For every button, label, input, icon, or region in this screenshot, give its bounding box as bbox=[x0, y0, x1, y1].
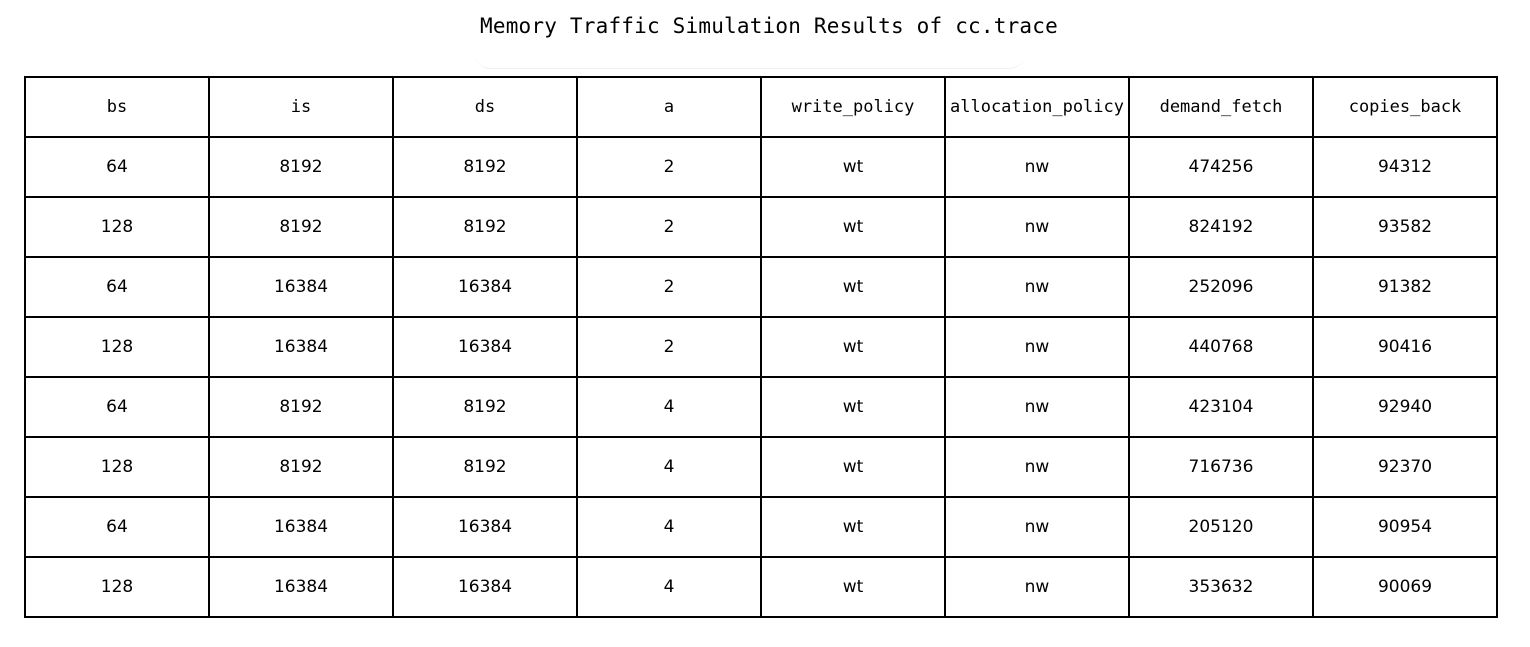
table-cell-is: 8192 bbox=[208, 196, 394, 258]
table-cell-demand-fetch: 716736 bbox=[1128, 436, 1314, 498]
table-cell-is: 16384 bbox=[208, 316, 394, 378]
table-row: 128 8192 8192 4 wt nw 716736 92370 bbox=[24, 436, 1498, 498]
table-cell-write-policy: wt bbox=[760, 556, 946, 618]
table-cell-write-policy: wt bbox=[760, 436, 946, 498]
table-cell-write-policy: wt bbox=[760, 376, 946, 438]
table-cell-copies-back: 90069 bbox=[1312, 556, 1498, 618]
title-underline-decoration bbox=[474, 52, 1026, 69]
table-cell-copies-back: 94312 bbox=[1312, 136, 1498, 198]
table-cell-a: 2 bbox=[576, 316, 762, 378]
column-header-ds: ds bbox=[392, 76, 578, 138]
column-header-copies-back: copies_back bbox=[1312, 76, 1498, 138]
table-cell-allocation-policy: nw bbox=[944, 436, 1130, 498]
table-cell-ds: 16384 bbox=[392, 256, 578, 318]
table-row: 128 16384 16384 4 wt nw 353632 90069 bbox=[24, 556, 1498, 618]
table-row: 128 8192 8192 2 wt nw 824192 93582 bbox=[24, 196, 1498, 258]
table-body: 64 8192 8192 2 wt nw 474256 94312 128 8192 8192 2 wt… bbox=[24, 136, 1498, 618]
table-row: 64 16384 16384 4 wt nw 205120 90954 bbox=[24, 496, 1498, 558]
table-cell-bs: 64 bbox=[24, 376, 210, 438]
table-cell-a: 2 bbox=[576, 196, 762, 258]
table-cell-copies-back: 90954 bbox=[1312, 496, 1498, 558]
table-cell-write-policy: wt bbox=[760, 196, 946, 258]
table-cell-demand-fetch: 205120 bbox=[1128, 496, 1314, 558]
table-cell-demand-fetch: 423104 bbox=[1128, 376, 1314, 438]
table-cell-allocation-policy: nw bbox=[944, 376, 1130, 438]
table-cell-bs: 64 bbox=[24, 496, 210, 558]
table-row: 64 16384 16384 2 wt nw 252096 91382 bbox=[24, 256, 1498, 318]
table-cell-bs: 128 bbox=[24, 436, 210, 498]
table-cell-a: 4 bbox=[576, 436, 762, 498]
table-cell-copies-back: 93582 bbox=[1312, 196, 1498, 258]
table-cell-copies-back: 91382 bbox=[1312, 256, 1498, 318]
table-cell-a: 4 bbox=[576, 496, 762, 558]
table-cell-demand-fetch: 353632 bbox=[1128, 556, 1314, 618]
table-cell-demand-fetch: 824192 bbox=[1128, 196, 1314, 258]
table-cell-allocation-policy: nw bbox=[944, 316, 1130, 378]
table-cell-allocation-policy: nw bbox=[944, 556, 1130, 618]
table-cell-is: 8192 bbox=[208, 136, 394, 198]
table-cell-is: 16384 bbox=[208, 556, 394, 618]
column-header-allocation-policy: allocation_policy bbox=[944, 76, 1130, 138]
table-cell-a: 2 bbox=[576, 256, 762, 318]
table-title: Memory Traffic Simulation Results of cc.… bbox=[480, 14, 1058, 38]
table-cell-allocation-policy: nw bbox=[944, 196, 1130, 258]
table-cell-bs: 64 bbox=[24, 256, 210, 318]
table-cell-allocation-policy: nw bbox=[944, 136, 1130, 198]
table-cell-allocation-policy: nw bbox=[944, 496, 1130, 558]
table-cell-ds: 8192 bbox=[392, 436, 578, 498]
table-cell-bs: 128 bbox=[24, 316, 210, 378]
table-cell-ds: 8192 bbox=[392, 196, 578, 258]
column-header-a: a bbox=[576, 76, 762, 138]
column-header-write-policy: write_policy bbox=[760, 76, 946, 138]
table-cell-write-policy: wt bbox=[760, 316, 946, 378]
table-cell-copies-back: 92940 bbox=[1312, 376, 1498, 438]
column-header-bs: bs bbox=[24, 76, 210, 138]
column-header-demand-fetch: demand_fetch bbox=[1128, 76, 1314, 138]
table-cell-write-policy: wt bbox=[760, 256, 946, 318]
table-row: 128 16384 16384 2 wt nw 440768 90416 bbox=[24, 316, 1498, 378]
table-cell-bs: 64 bbox=[24, 136, 210, 198]
column-header-is: is bbox=[208, 76, 394, 138]
table-cell-a: 4 bbox=[576, 376, 762, 438]
table-cell-is: 8192 bbox=[208, 436, 394, 498]
table-cell-demand-fetch: 474256 bbox=[1128, 136, 1314, 198]
table-cell-is: 8192 bbox=[208, 376, 394, 438]
table-row: 64 8192 8192 4 wt nw 423104 92940 bbox=[24, 376, 1498, 438]
table-cell-demand-fetch: 252096 bbox=[1128, 256, 1314, 318]
table-cell-ds: 16384 bbox=[392, 316, 578, 378]
table-row: 64 8192 8192 2 wt nw 474256 94312 bbox=[24, 136, 1498, 198]
table-cell-write-policy: wt bbox=[760, 136, 946, 198]
table-cell-ds: 8192 bbox=[392, 376, 578, 438]
table-cell-allocation-policy: nw bbox=[944, 256, 1130, 318]
table-cell-ds: 8192 bbox=[392, 136, 578, 198]
table-cell-is: 16384 bbox=[208, 496, 394, 558]
table-cell-ds: 16384 bbox=[392, 556, 578, 618]
table-cell-copies-back: 92370 bbox=[1312, 436, 1498, 498]
table-cell-a: 2 bbox=[576, 136, 762, 198]
table-cell-ds: 16384 bbox=[392, 496, 578, 558]
results-table: bs is ds a write_policy allocation_policy dema… bbox=[24, 76, 1498, 618]
table-cell-bs: 128 bbox=[24, 556, 210, 618]
table-header-row: bs is ds a write_policy allocation_policy dema… bbox=[24, 76, 1498, 138]
table-cell-write-policy: wt bbox=[760, 496, 946, 558]
table-cell-is: 16384 bbox=[208, 256, 394, 318]
table-cell-copies-back: 90416 bbox=[1312, 316, 1498, 378]
table-cell-demand-fetch: 440768 bbox=[1128, 316, 1314, 378]
table-cell-bs: 128 bbox=[24, 196, 210, 258]
table-cell-a: 4 bbox=[576, 556, 762, 618]
